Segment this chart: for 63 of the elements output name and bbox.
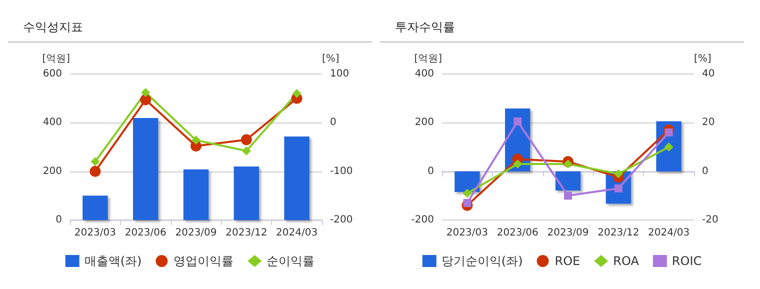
x-tick-label: 2024/03 (648, 228, 690, 238)
point (192, 136, 200, 145)
y-tick-label: 200 (42, 166, 62, 177)
point (90, 166, 101, 177)
x-tick-label: 2023/03 (74, 228, 116, 238)
point (564, 192, 572, 200)
y2-axis-title: [%] (322, 54, 340, 64)
y2-tick-label: 0 (330, 117, 336, 128)
y-tick-label: 0 (428, 166, 434, 177)
y-axis-title: [억원] (414, 54, 442, 64)
bar (454, 171, 480, 192)
point (140, 94, 152, 106)
x-tick-label: 2023/12 (598, 228, 640, 238)
legend-label: 순이익률 (266, 254, 315, 268)
point (292, 88, 302, 98)
y2-tick-label: -200 (330, 214, 353, 226)
point (141, 88, 150, 97)
y2-tick-label: -20 (702, 214, 718, 226)
y-tick-label: 400 (414, 68, 434, 80)
legend-label: ROE (554, 254, 580, 268)
y2-tick-label: 0 (702, 166, 708, 177)
y2-tick-label: 20 (702, 117, 715, 128)
point (514, 117, 522, 126)
legend-label: 매출액(좌) (84, 254, 142, 268)
bar (234, 166, 259, 220)
point (240, 134, 252, 146)
y-tick-label: 600 (42, 68, 62, 80)
point (664, 128, 673, 136)
bar (133, 118, 158, 220)
point (564, 160, 572, 169)
chart-title: 투자수익률 (395, 20, 455, 34)
y2-tick-label: -100 (330, 166, 353, 177)
x-tick-label: 2023/06 (496, 228, 538, 238)
legend-label: 당기순이익(좌) (441, 254, 523, 268)
point (513, 160, 522, 169)
point (90, 157, 100, 166)
bar (82, 196, 108, 220)
point (242, 146, 251, 156)
bar (284, 136, 310, 220)
bar (555, 171, 581, 191)
legend-label: 영업이익률 (174, 254, 234, 268)
y2-tick-label: 100 (330, 68, 350, 80)
y2-tick-label: 40 (702, 68, 715, 80)
y-tick-label: 400 (42, 117, 62, 128)
y-tick-label: 200 (414, 117, 434, 128)
x-tick-label: 2023/12 (226, 228, 268, 238)
y-tick-label: 0 (56, 214, 62, 226)
x-tick-label: 2023/09 (547, 228, 589, 238)
point (614, 169, 623, 178)
x-tick-label: 2023/06 (124, 228, 166, 238)
legend-label: ROIC (672, 254, 702, 268)
point (463, 198, 472, 207)
point (462, 188, 472, 198)
y2-axis-title: [%] (694, 54, 712, 64)
bar (183, 169, 209, 220)
x-tick-label: 2023/09 (175, 228, 217, 238)
y-tick-label: -200 (411, 214, 434, 226)
legend-label: ROA (613, 254, 640, 268)
y-axis-title: [억원] (42, 54, 70, 64)
x-tick-label: 2024/03 (276, 228, 318, 238)
chart-title: 수익성지표 (23, 20, 83, 34)
point (664, 142, 674, 152)
x-tick-label: 2023/03 (446, 228, 488, 238)
